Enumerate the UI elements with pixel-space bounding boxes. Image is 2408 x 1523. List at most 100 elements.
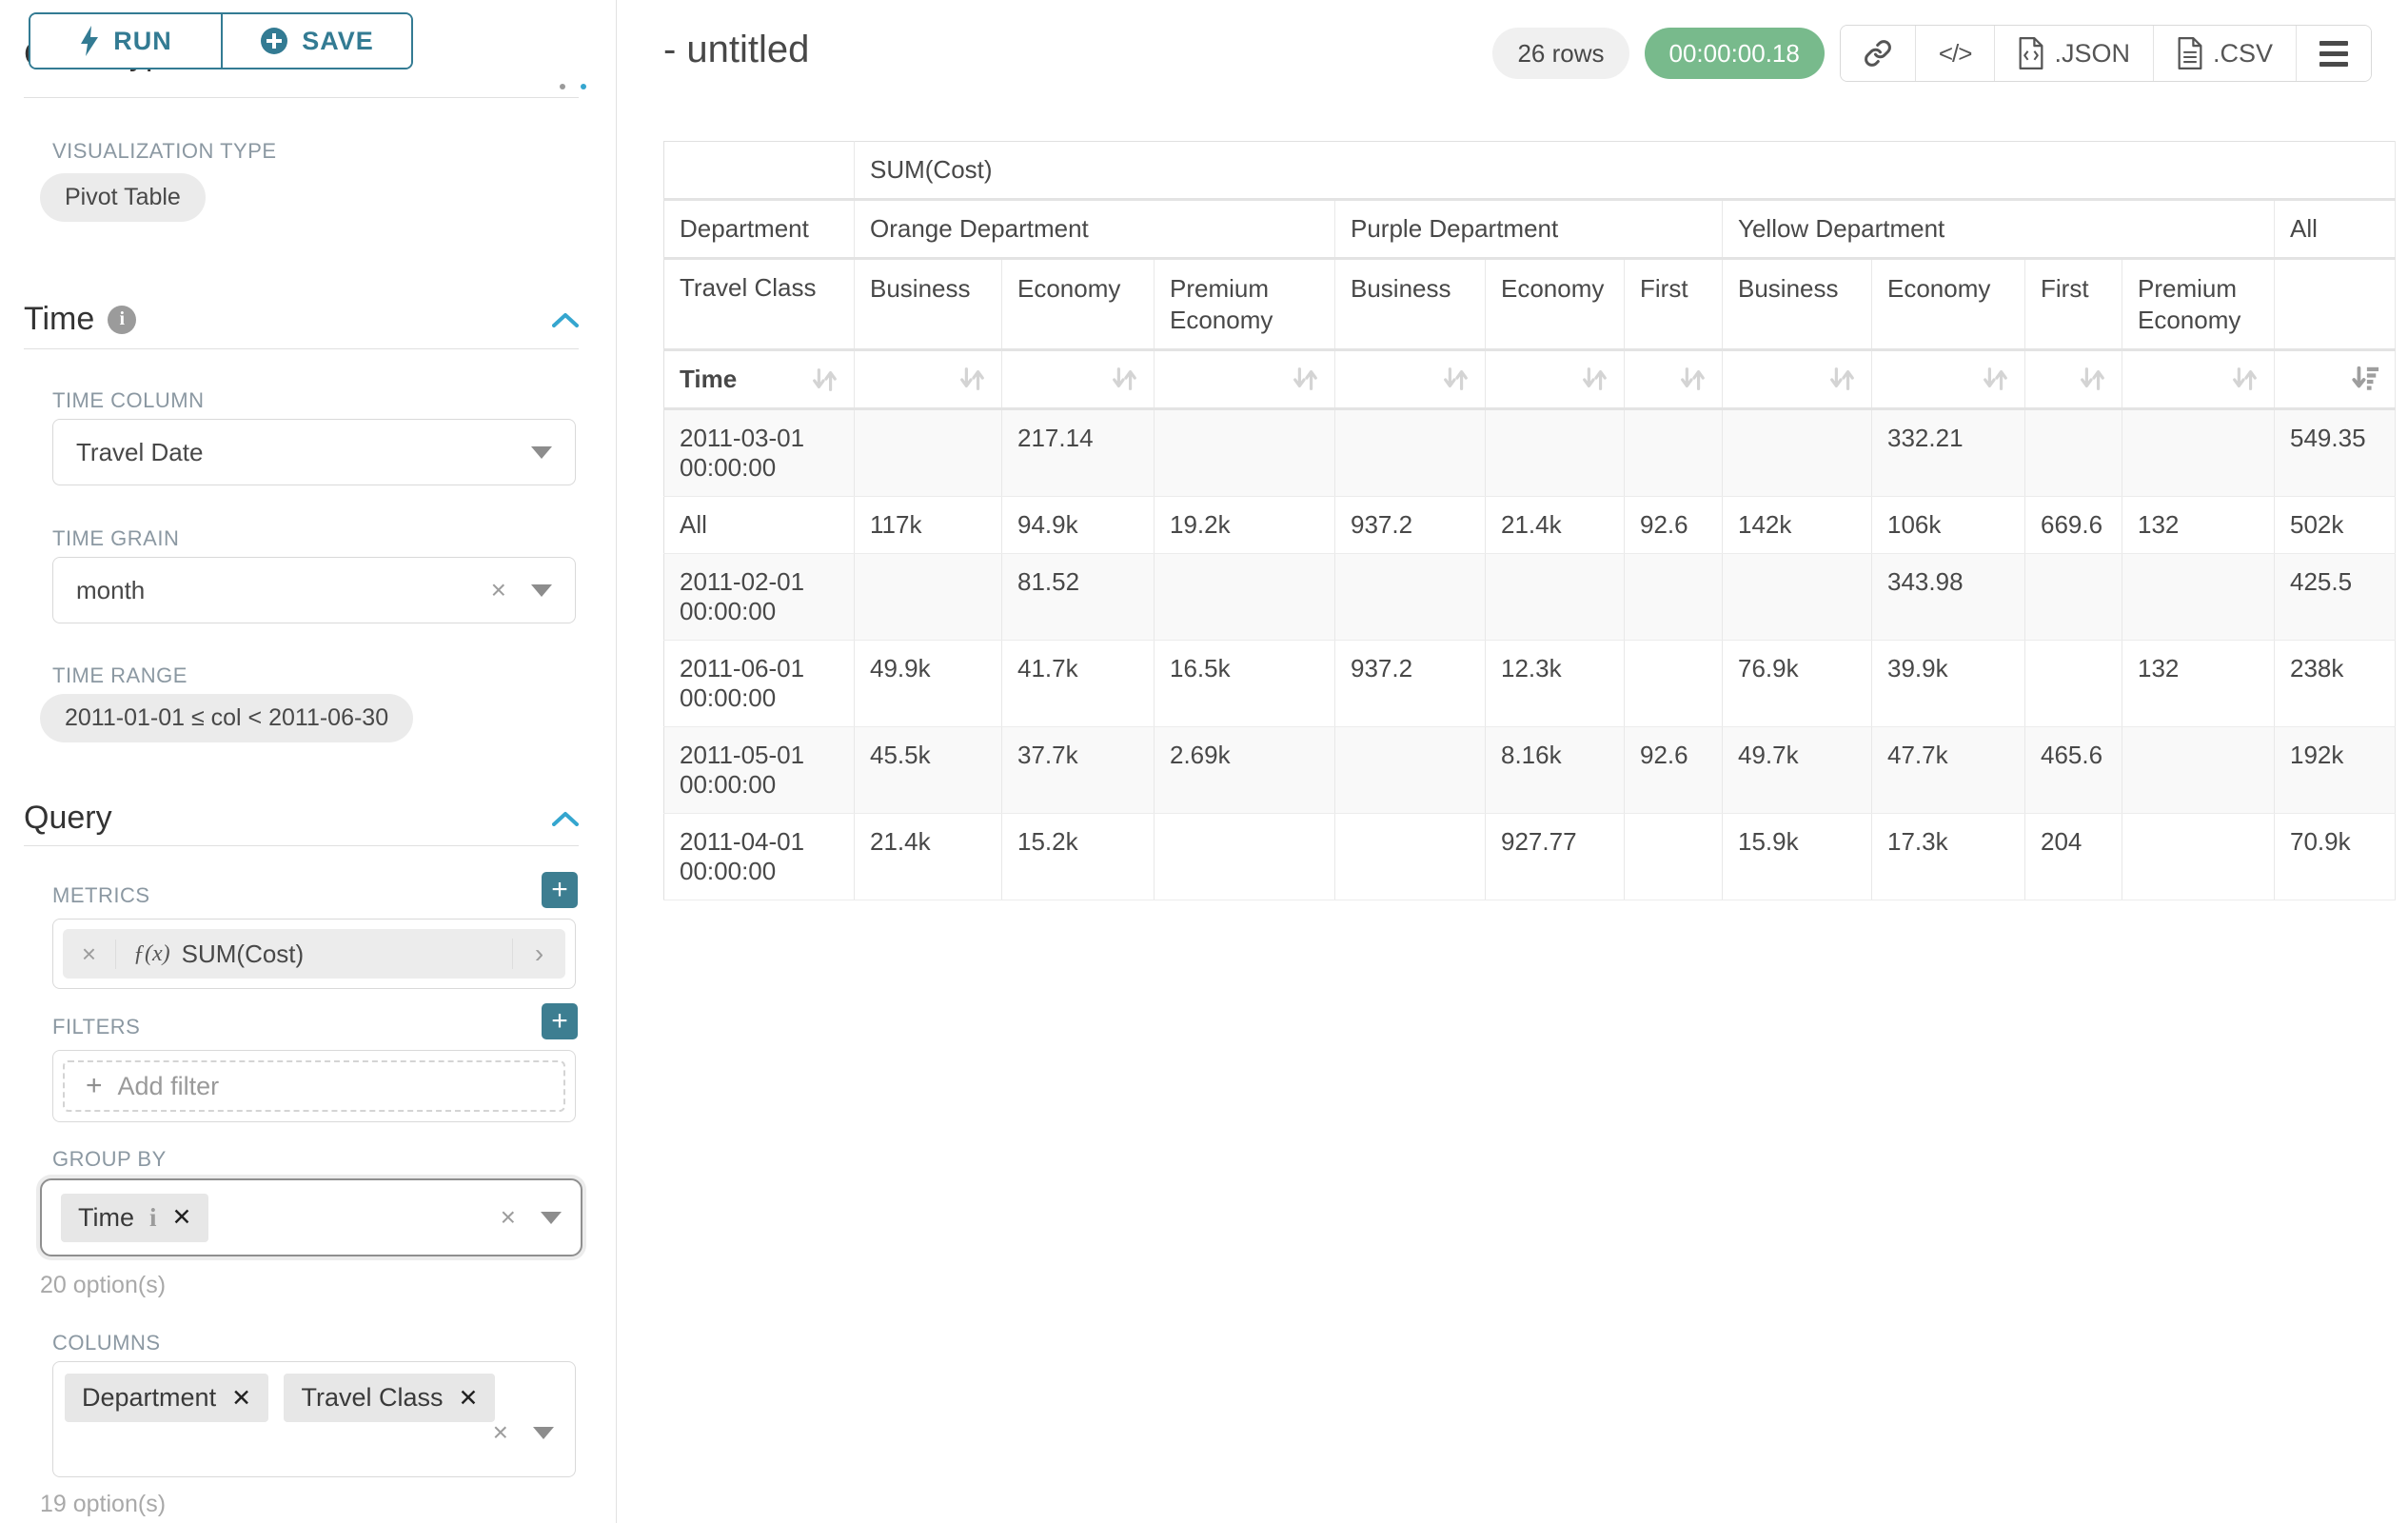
clear-icon[interactable]: × (493, 1417, 508, 1448)
visualization-type-label: VISUALIZATION TYPE (52, 139, 277, 164)
info-icon[interactable]: i (149, 1203, 157, 1233)
row-dimension-sort-header[interactable]: Time (664, 350, 855, 409)
metric-chip[interactable]: × ƒ(x) SUM(Cost) › (63, 929, 565, 979)
sort-icon (1827, 365, 1856, 393)
sort-icon (2230, 365, 2259, 393)
group-by-label: GROUP BY (52, 1147, 167, 1172)
data-cell (1155, 554, 1335, 641)
column-sort-header[interactable] (1155, 350, 1335, 409)
columns-chip-department[interactable]: Department ✕ (65, 1374, 268, 1422)
data-cell: 17.3k (1872, 814, 2025, 900)
group-by-select[interactable]: Time i ✕ × (40, 1178, 582, 1256)
corner-travel-class-label: Travel Class (664, 259, 855, 350)
code-icon: </> (1939, 39, 1972, 69)
data-cell: 142k (1723, 497, 1872, 554)
column-sort-header[interactable] (1625, 350, 1723, 409)
data-cell: 937.2 (1335, 497, 1486, 554)
column-sort-header[interactable] (1872, 350, 2025, 409)
row-header-cell: 2011-02-01 00:00:00 (664, 554, 855, 641)
data-cell (2122, 409, 2275, 497)
time-column-label: TIME COLUMN (52, 388, 205, 413)
column-sort-header[interactable] (855, 350, 1002, 409)
divider (24, 348, 579, 349)
metric-header-cell: SUM(Cost) (855, 142, 2396, 200)
add-filter-plus-button[interactable]: + (542, 1003, 578, 1039)
row-header-cell: 2011-04-01 00:00:00 (664, 814, 855, 900)
column-sort-header[interactable] (1335, 350, 1486, 409)
remove-chip-icon[interactable]: ✕ (231, 1384, 251, 1413)
export-csv-button[interactable]: .CSV (2153, 26, 2296, 81)
column-sort-header[interactable] (2025, 350, 2122, 409)
row-dimension-label: Time (680, 365, 737, 394)
pivot-corner-cell (664, 142, 855, 200)
table-row: 2011-04-01 00:00:0021.4k15.2k927.7715.9k… (664, 814, 2396, 900)
column-header-cell (2275, 259, 2396, 350)
data-cell (1625, 641, 1723, 727)
column-header-cell: Economy (1486, 259, 1625, 350)
remove-metric-icon[interactable]: × (63, 940, 116, 969)
clear-icon[interactable]: × (491, 575, 506, 605)
csv-file-icon (2177, 37, 2203, 69)
chevron-up-icon[interactable] (552, 811, 579, 826)
add-filter-button[interactable]: + Add filter (63, 1060, 565, 1112)
short-link-button[interactable] (1841, 26, 1915, 81)
data-cell: 106k (1872, 497, 2025, 554)
remove-chip-icon[interactable]: ✕ (459, 1384, 479, 1413)
table-row: 2011-02-01 00:00:0081.52343.98425.5 (664, 554, 2396, 641)
data-cell (1155, 814, 1335, 900)
data-cell: 192k (2275, 727, 2396, 814)
row-header-cell: 2011-03-01 00:00:00 (664, 409, 855, 497)
data-cell: 49.7k (1723, 727, 1872, 814)
sort-icon (810, 366, 839, 394)
sort-icon (957, 365, 986, 393)
sort-descending-icon (2351, 365, 2379, 393)
column-sort-header[interactable] (2122, 350, 2275, 409)
filters-label: FILTERS (52, 1015, 140, 1039)
time-grain-select[interactable]: month × (52, 557, 576, 623)
column-sort-header[interactable] (1486, 350, 1625, 409)
data-cell (2025, 554, 2122, 641)
data-cell (2122, 554, 2275, 641)
chevron-down-icon (531, 446, 552, 459)
time-range-pill[interactable]: 2011-01-01 ≤ col < 2011-06-30 (40, 694, 413, 742)
data-cell (2025, 641, 2122, 727)
group-header-cell: Orange Department (855, 200, 1335, 259)
info-icon[interactable]: i (108, 306, 136, 334)
data-cell: 465.6 (2025, 727, 2122, 814)
time-section-title: Time (24, 301, 94, 338)
columns-select[interactable]: Department ✕ Travel Class ✕ × (52, 1361, 576, 1477)
page-title[interactable]: - untitled (663, 29, 809, 71)
columns-chip-travel-class[interactable]: Travel Class ✕ (284, 1374, 495, 1422)
chevron-down-icon (541, 1212, 562, 1224)
column-header-cell: First (1625, 259, 1723, 350)
data-cell: 927.77 (1486, 814, 1625, 900)
data-cell: 19.2k (1155, 497, 1335, 554)
data-cell (1625, 814, 1723, 900)
run-button[interactable]: RUN (30, 14, 221, 68)
column-sort-header[interactable] (1002, 350, 1155, 409)
add-metric-button[interactable]: + (542, 872, 578, 908)
column-sort-header[interactable] (2275, 350, 2396, 409)
remove-chip-icon[interactable]: ✕ (172, 1203, 192, 1232)
visualization-type-pill[interactable]: Pivot Table (40, 173, 206, 222)
time-column-select[interactable]: Travel Date (52, 419, 576, 485)
view-query-button[interactable]: </> (1915, 26, 1995, 81)
data-cell: 94.9k (1002, 497, 1155, 554)
group-by-chip-time[interactable]: Time i ✕ (61, 1194, 208, 1242)
data-cell (1335, 409, 1486, 497)
data-cell: 343.98 (1872, 554, 2025, 641)
menu-button[interactable] (2296, 26, 2371, 81)
save-button[interactable]: SAVE (221, 14, 411, 68)
header-actions: 26 rows 00:00:00.18 </> .J (1492, 25, 2372, 82)
clear-icon[interactable]: × (501, 1202, 516, 1233)
export-json-button[interactable]: .JSON (1994, 26, 2153, 81)
table-row: 2011-06-01 00:00:0049.9k41.7k16.5k937.21… (664, 641, 2396, 727)
data-cell: 16.5k (1155, 641, 1335, 727)
chevron-up-icon[interactable] (552, 312, 579, 327)
column-sort-header[interactable] (1723, 350, 1872, 409)
table-row: 2011-05-01 00:00:0045.5k37.7k2.69k8.16k9… (664, 727, 2396, 814)
data-cell: 502k (2275, 497, 2396, 554)
data-cell: 8.16k (1486, 727, 1625, 814)
chevron-right-icon[interactable]: › (512, 939, 565, 969)
plus-icon: + (86, 1070, 103, 1102)
